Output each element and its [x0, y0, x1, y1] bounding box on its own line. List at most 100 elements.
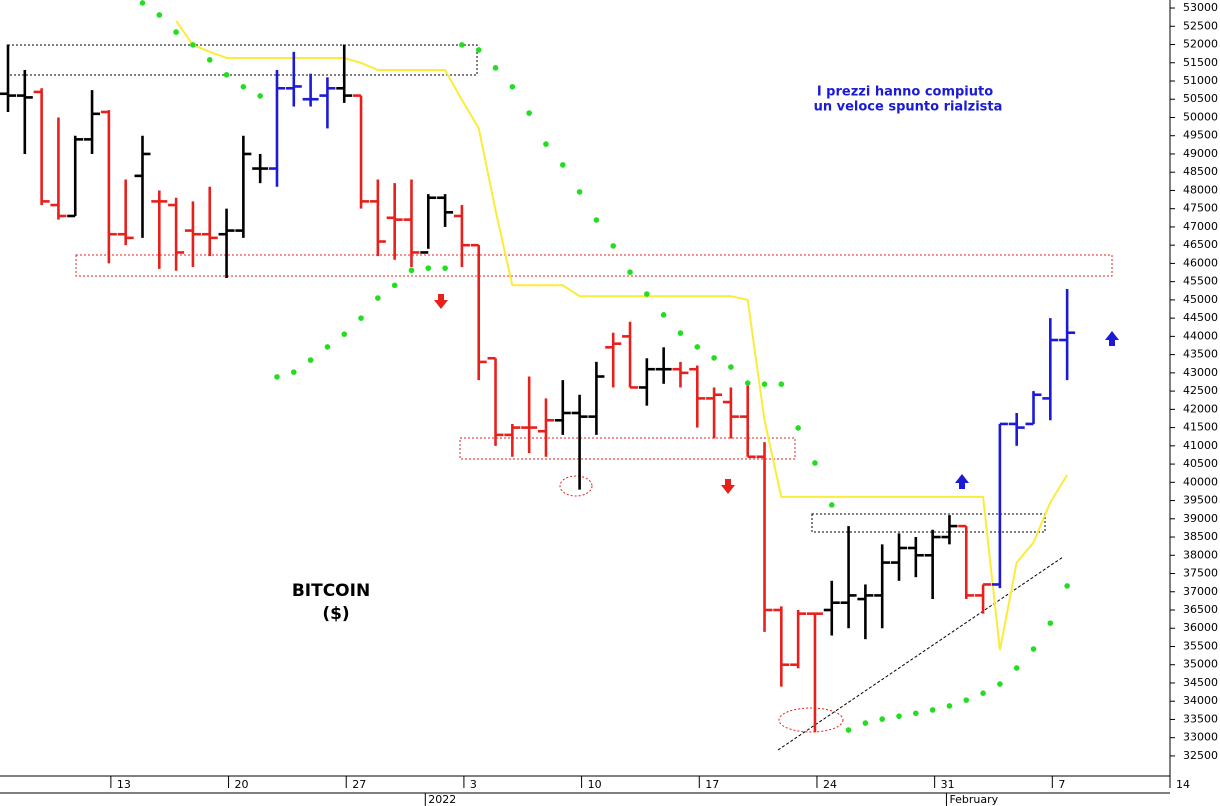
y-tick-label: 47500 [1183, 202, 1218, 215]
y-tick-label: 38000 [1183, 548, 1218, 561]
zone-box [811, 513, 1046, 533]
indicator-dot [913, 710, 919, 717]
y-tick-label: 35000 [1183, 658, 1218, 671]
indicator-dot [795, 425, 801, 431]
indicator-dot [173, 29, 179, 35]
y-tick-label: 48500 [1183, 165, 1218, 178]
y-tick-label: 51500 [1183, 56, 1218, 69]
indicator-dot [1064, 583, 1070, 589]
indicator-dot [257, 93, 263, 99]
indicator-dot [240, 84, 247, 90]
indicator-dot [358, 315, 364, 321]
y-tick-label: 49000 [1183, 147, 1218, 160]
indicator-dot [610, 243, 617, 249]
y-tick-label: 39500 [1183, 494, 1218, 507]
highlight-ellipse [778, 707, 844, 733]
indicator-dot [375, 295, 381, 301]
indicator-dot [442, 265, 448, 271]
y-tick-label: 37500 [1183, 567, 1218, 580]
indicator-dot [694, 344, 701, 350]
indicator-dot [711, 355, 717, 361]
highlight-ellipse [559, 475, 593, 497]
x-tick-label: 31 [941, 778, 955, 791]
x-tick-label: 20 [235, 778, 249, 791]
y-tick-label: 34500 [1183, 676, 1218, 689]
down-arrow [434, 294, 448, 309]
indicator-dot [391, 282, 398, 289]
period-label: 2022 [428, 793, 456, 806]
indicator-dot [1047, 620, 1054, 626]
indicator-dot [307, 357, 314, 363]
x-tick-label: 24 [823, 778, 837, 791]
indicator-dot [274, 374, 280, 380]
y-tick-label: 43000 [1183, 366, 1218, 379]
indicator-dot [475, 47, 482, 53]
indicator-dot [341, 331, 348, 337]
indicator-dot [980, 690, 986, 696]
chart-title: BITCOIN [292, 581, 370, 601]
indicator-dot [929, 707, 936, 713]
down-arrow [721, 479, 735, 494]
indicator-dot [997, 681, 1003, 687]
y-tick-label: 32500 [1183, 749, 1218, 762]
y-tick-label: 52000 [1183, 38, 1218, 51]
y-tick-label: 43500 [1183, 348, 1218, 361]
indicator-dot [879, 716, 886, 722]
indicator-dot [744, 380, 751, 386]
indicator-dot [459, 42, 465, 48]
x-tick-label: 7 [1058, 778, 1065, 791]
annotation: I prezzi hanno compiuto [817, 85, 993, 100]
indicator-dot [778, 381, 785, 387]
indicator-dot [812, 460, 818, 466]
y-tick-label: 34000 [1183, 694, 1218, 707]
indicator-dot [761, 381, 768, 387]
y-tick-label: 50000 [1183, 110, 1218, 123]
y-tick-label: 41000 [1183, 439, 1218, 452]
y-tick-label: 53000 [1183, 1, 1218, 14]
indicator-dot [963, 697, 970, 703]
indicator-dot [492, 65, 499, 71]
trend-line [777, 556, 1064, 751]
indicator-dot [644, 291, 650, 297]
period-label: February [949, 793, 998, 806]
annotation: un veloce spunto rialzista [814, 100, 1003, 115]
y-tick-label: 33500 [1183, 712, 1218, 725]
indicator-dot [425, 265, 432, 271]
y-tick-label: 44500 [1183, 311, 1218, 324]
zone-box [75, 254, 1113, 277]
indicator-dot [1013, 665, 1020, 671]
y-tick-label: 42500 [1183, 384, 1218, 397]
y-tick-label: 38500 [1183, 530, 1218, 543]
indicator-dot [156, 12, 163, 18]
x-tick-label: 3 [470, 778, 477, 791]
indicator-dot [559, 162, 566, 168]
up-arrow [1105, 331, 1119, 346]
y-tick-label: 40500 [1183, 457, 1218, 470]
indicator-dot [223, 71, 230, 78]
indicator-dot [543, 141, 549, 147]
indicator-line [175, 20, 1068, 651]
y-tick-label: 46500 [1183, 238, 1218, 251]
x-tick-label: 14 [1176, 778, 1190, 791]
indicator-dot [660, 312, 667, 318]
chart-subtitle: ($) [322, 604, 349, 624]
indicator-dot [862, 720, 869, 726]
y-tick-label: 46000 [1183, 256, 1218, 269]
indicator-dot [190, 42, 196, 48]
indicator-dot [139, 0, 146, 6]
y-tick-label: 47000 [1183, 220, 1218, 233]
zone-box [7, 44, 478, 76]
y-tick-label: 40000 [1183, 475, 1218, 488]
indicator-dot [728, 364, 734, 370]
indicator-dot [290, 369, 297, 375]
indicator-dot [1030, 646, 1037, 652]
indicator-dot [845, 727, 852, 733]
indicator-dot [526, 110, 532, 116]
indicator-dot [509, 84, 516, 90]
indicator-dot [946, 703, 953, 709]
y-tick-label: 50500 [1183, 92, 1218, 105]
y-tick-label: 48000 [1183, 183, 1218, 196]
indicator-dot [627, 269, 633, 275]
